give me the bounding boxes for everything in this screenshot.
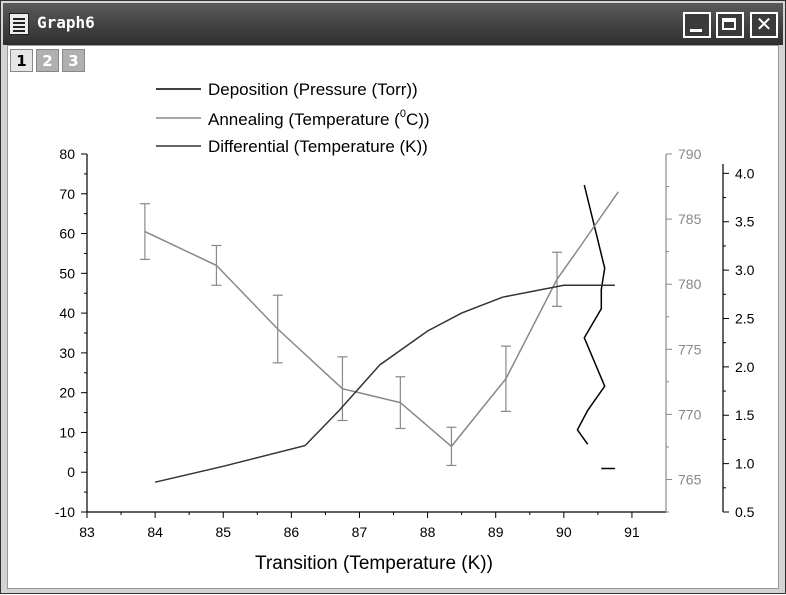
right-1-tick-label: 785 [678, 211, 702, 227]
right-2-tick-label: 1.5 [735, 407, 755, 423]
x-tick-label: 90 [556, 524, 572, 540]
legend-label-annealing: Annealing (Temperature (0C)) [208, 108, 430, 129]
close-button[interactable]: ✕ [750, 12, 778, 38]
plot-area [139, 184, 619, 483]
left-tick-label: 0 [67, 464, 75, 480]
series-line-2 [144, 191, 619, 448]
right-2-tick-label: 3.5 [735, 214, 755, 230]
left-tick-label: 50 [59, 265, 75, 281]
left-tick-label: 10 [59, 424, 75, 440]
legend-annealing-suffix: C)) [406, 110, 430, 129]
x-tick-label: 87 [352, 524, 368, 540]
left-tick-label: 70 [59, 186, 75, 202]
maximize-button[interactable] [716, 12, 744, 38]
minimize-button[interactable] [683, 12, 711, 38]
left-tick-label: 20 [59, 385, 75, 401]
right-2-tick-label: 0.5 [735, 504, 755, 520]
series-line-0 [576, 184, 606, 445]
right-2-tick-label: 3.0 [735, 262, 755, 278]
legend-annealing-sup: 0 [400, 108, 406, 120]
legend: Deposition (Pressure (Torr)) Annealing (… [156, 80, 430, 156]
left-tick-label: -10 [55, 504, 75, 520]
left-tick-label: 40 [59, 305, 75, 321]
left-tick-label: 80 [59, 146, 75, 162]
x-tick-label: 85 [215, 524, 231, 540]
x-tick-label: 91 [624, 524, 640, 540]
right-1-tick-label: 765 [678, 471, 702, 487]
x-tick-label: 89 [488, 524, 504, 540]
x-tick-label: 86 [284, 524, 300, 540]
legend-label-deposition: Deposition (Pressure (Torr)) [208, 80, 418, 99]
x-tick-label: 88 [420, 524, 436, 540]
title-bar[interactable]: Graph6 ✕ [3, 3, 783, 45]
right-2-tick-label: 2.0 [735, 359, 755, 375]
right-2-tick-label: 2.5 [735, 310, 755, 326]
legend-label-differential: Differential (Temperature (K)) [208, 137, 428, 156]
layer-tab-1[interactable]: 1 [10, 49, 33, 72]
x-tick-label: 83 [79, 524, 95, 540]
right-1-tick-label: 770 [678, 406, 702, 422]
graph-canvas [7, 45, 779, 589]
layer-tab-3[interactable]: 3 [62, 49, 85, 72]
x-tick-label: 84 [147, 524, 163, 540]
right-1-tick-label: 775 [678, 341, 702, 357]
left-tick-label: 60 [59, 226, 75, 242]
right-2-tick-label: 1.0 [735, 456, 755, 472]
axes: 83 84 85 86 87 88 89 90 91 -10 0 10 20 30 40 50 60 70 80 76… [55, 146, 755, 540]
left-tick-label: 30 [59, 345, 75, 361]
window-title: Graph6 [37, 13, 95, 32]
graph-window-icon[interactable] [9, 13, 29, 35]
right-2-tick-label: 4.0 [735, 165, 755, 181]
legend-annealing-main: Annealing (Temperature ( [208, 110, 400, 129]
series-line-3 [154, 284, 615, 483]
x-axis-label: Transition (Temperature (K)) [255, 553, 493, 574]
layer-tab-2[interactable]: 2 [36, 49, 59, 72]
right-1-tick-label: 790 [678, 146, 702, 162]
right-1-tick-label: 780 [678, 276, 702, 292]
